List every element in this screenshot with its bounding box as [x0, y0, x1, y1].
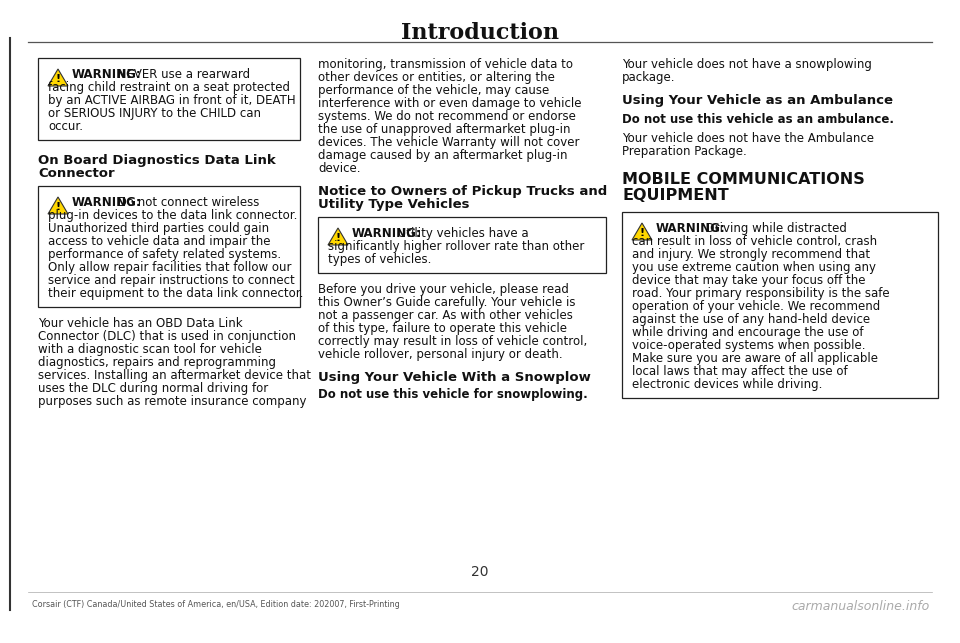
Text: access to vehicle data and impair the: access to vehicle data and impair the: [48, 235, 271, 248]
Text: Driving while distracted: Driving while distracted: [698, 222, 847, 235]
Text: this Owner’s Guide carefully. Your vehicle is: this Owner’s Guide carefully. Your vehic…: [318, 296, 575, 309]
Polygon shape: [48, 197, 68, 214]
Text: facing child restraint on a seat protected: facing child restraint on a seat protect…: [48, 81, 290, 94]
Text: local laws that may affect the use of: local laws that may affect the use of: [632, 365, 848, 378]
Text: Connector (DLC) that is used in conjunction: Connector (DLC) that is used in conjunct…: [38, 330, 296, 343]
Text: Before you drive your vehicle, please read: Before you drive your vehicle, please re…: [318, 283, 569, 296]
Text: 20: 20: [471, 565, 489, 579]
Bar: [318, 217, 606, 273]
Text: correctly may result in loss of vehicle control,: correctly may result in loss of vehicle …: [318, 335, 588, 348]
Text: plug-in devices to the data link connector.: plug-in devices to the data link connect…: [48, 209, 298, 222]
Text: can result in loss of vehicle control, crash: can result in loss of vehicle control, c…: [632, 235, 877, 248]
Text: while driving and encourage the use of: while driving and encourage the use of: [632, 326, 863, 339]
Text: road. Your primary responsibility is the safe: road. Your primary responsibility is the…: [632, 287, 890, 300]
Text: damage caused by an aftermarket plug-in: damage caused by an aftermarket plug-in: [318, 149, 567, 162]
Text: monitoring, transmission of vehicle data to: monitoring, transmission of vehicle data…: [318, 58, 573, 71]
Text: Your vehicle has an OBD Data Link: Your vehicle has an OBD Data Link: [38, 317, 243, 330]
Text: their equipment to the data link connector.: their equipment to the data link connect…: [48, 287, 303, 300]
Polygon shape: [48, 69, 68, 86]
Text: Preparation Package.: Preparation Package.: [622, 145, 747, 158]
Text: you use extreme caution when using any: you use extreme caution when using any: [632, 261, 876, 274]
Text: Using Your Vehicle as an Ambulance: Using Your Vehicle as an Ambulance: [622, 94, 893, 107]
Text: MOBILE COMMUNICATIONS: MOBILE COMMUNICATIONS: [622, 172, 865, 187]
Text: Do not use this vehicle as an ambulance.: Do not use this vehicle as an ambulance.: [622, 113, 894, 126]
Text: Connector: Connector: [38, 167, 114, 180]
Text: device.: device.: [318, 162, 361, 175]
Text: Do not connect wireless: Do not connect wireless: [114, 196, 259, 209]
Text: systems. We do not recommend or endorse: systems. We do not recommend or endorse: [318, 110, 576, 123]
Text: occur.: occur.: [48, 120, 83, 133]
Bar: [38, 186, 300, 307]
Text: WARNING:: WARNING:: [352, 227, 421, 240]
Text: Make sure you are aware of all applicable: Make sure you are aware of all applicabl…: [632, 352, 878, 365]
Text: Corsair (CTF) Canada/United States of America, en/USA, Edition date: 202007, Fir: Corsair (CTF) Canada/United States of Am…: [32, 600, 399, 609]
Text: WARNING:: WARNING:: [656, 222, 726, 235]
Text: diagnostics, repairs and reprogramming: diagnostics, repairs and reprogramming: [38, 356, 276, 369]
Text: performance of safety related systems.: performance of safety related systems.: [48, 248, 281, 261]
Text: carmanualsonline.info: carmanualsonline.info: [792, 600, 930, 613]
Text: and injury. We strongly recommend that: and injury. We strongly recommend that: [632, 248, 870, 261]
Text: Introduction: Introduction: [401, 22, 559, 44]
Bar: [622, 212, 938, 398]
Text: performance of the vehicle, may cause: performance of the vehicle, may cause: [318, 84, 549, 97]
Text: of this type, failure to operate this vehicle: of this type, failure to operate this ve…: [318, 322, 567, 335]
Text: by an ACTIVE AIRBAG in front of it, DEATH: by an ACTIVE AIRBAG in front of it, DEAT…: [48, 94, 296, 107]
Text: Notice to Owners of Pickup Trucks and: Notice to Owners of Pickup Trucks and: [318, 185, 608, 198]
Text: types of vehicles.: types of vehicles.: [328, 253, 431, 266]
Text: On Board Diagnostics Data Link: On Board Diagnostics Data Link: [38, 154, 276, 167]
Text: with a diagnostic scan tool for vehicle: with a diagnostic scan tool for vehicle: [38, 343, 262, 356]
Text: Using Your Vehicle With a Snowplow: Using Your Vehicle With a Snowplow: [318, 371, 590, 384]
Text: interference with or even damage to vehicle: interference with or even damage to vehi…: [318, 97, 582, 110]
Text: vehicle rollover, personal injury or death.: vehicle rollover, personal injury or dea…: [318, 348, 563, 361]
Text: services. Installing an aftermarket device that: services. Installing an aftermarket devi…: [38, 369, 311, 382]
Text: !: !: [335, 233, 341, 243]
Text: not a passenger car. As with other vehicles: not a passenger car. As with other vehic…: [318, 309, 573, 322]
Text: voice-operated systems when possible.: voice-operated systems when possible.: [632, 339, 866, 352]
Text: service and repair instructions to connect: service and repair instructions to conne…: [48, 274, 295, 287]
Text: Your vehicle does not have a snowplowing: Your vehicle does not have a snowplowing: [622, 58, 872, 71]
Text: Utility Type Vehicles: Utility Type Vehicles: [318, 198, 469, 211]
Text: significantly higher rollover rate than other: significantly higher rollover rate than …: [328, 240, 585, 253]
Text: package.: package.: [622, 71, 676, 84]
Text: Unauthorized third parties could gain: Unauthorized third parties could gain: [48, 222, 269, 235]
Text: NEVER use a rearward: NEVER use a rearward: [114, 68, 251, 81]
Text: electronic devices while driving.: electronic devices while driving.: [632, 378, 823, 391]
Text: Utility vehicles have a: Utility vehicles have a: [395, 227, 529, 240]
Text: Do not use this vehicle for snowplowing.: Do not use this vehicle for snowplowing.: [318, 388, 588, 401]
Text: purposes such as remote insurance company: purposes such as remote insurance compan…: [38, 395, 306, 408]
Text: device that may take your focus off the: device that may take your focus off the: [632, 274, 866, 287]
Polygon shape: [328, 228, 348, 245]
Text: EQUIPMENT: EQUIPMENT: [622, 188, 729, 203]
Text: uses the DLC during normal driving for: uses the DLC during normal driving for: [38, 382, 268, 395]
Bar: [38, 58, 300, 140]
Text: WARNING:: WARNING:: [72, 196, 142, 209]
Text: against the use of any hand-held device: against the use of any hand-held device: [632, 313, 870, 326]
Text: !: !: [56, 74, 60, 84]
Text: WARNING:: WARNING:: [72, 68, 142, 81]
Text: devices. The vehicle Warranty will not cover: devices. The vehicle Warranty will not c…: [318, 136, 580, 149]
Text: operation of your vehicle. We recommend: operation of your vehicle. We recommend: [632, 300, 880, 313]
Text: other devices or entities, or altering the: other devices or entities, or altering t…: [318, 71, 555, 84]
Polygon shape: [632, 223, 652, 240]
Text: !: !: [56, 202, 60, 212]
Text: Only allow repair facilities that follow our: Only allow repair facilities that follow…: [48, 261, 292, 274]
Text: Your vehicle does not have the Ambulance: Your vehicle does not have the Ambulance: [622, 132, 874, 145]
Text: the use of unapproved aftermarket plug-in: the use of unapproved aftermarket plug-i…: [318, 123, 570, 136]
Text: !: !: [639, 228, 644, 238]
Text: or SERIOUS INJURY to the CHILD can: or SERIOUS INJURY to the CHILD can: [48, 107, 261, 120]
